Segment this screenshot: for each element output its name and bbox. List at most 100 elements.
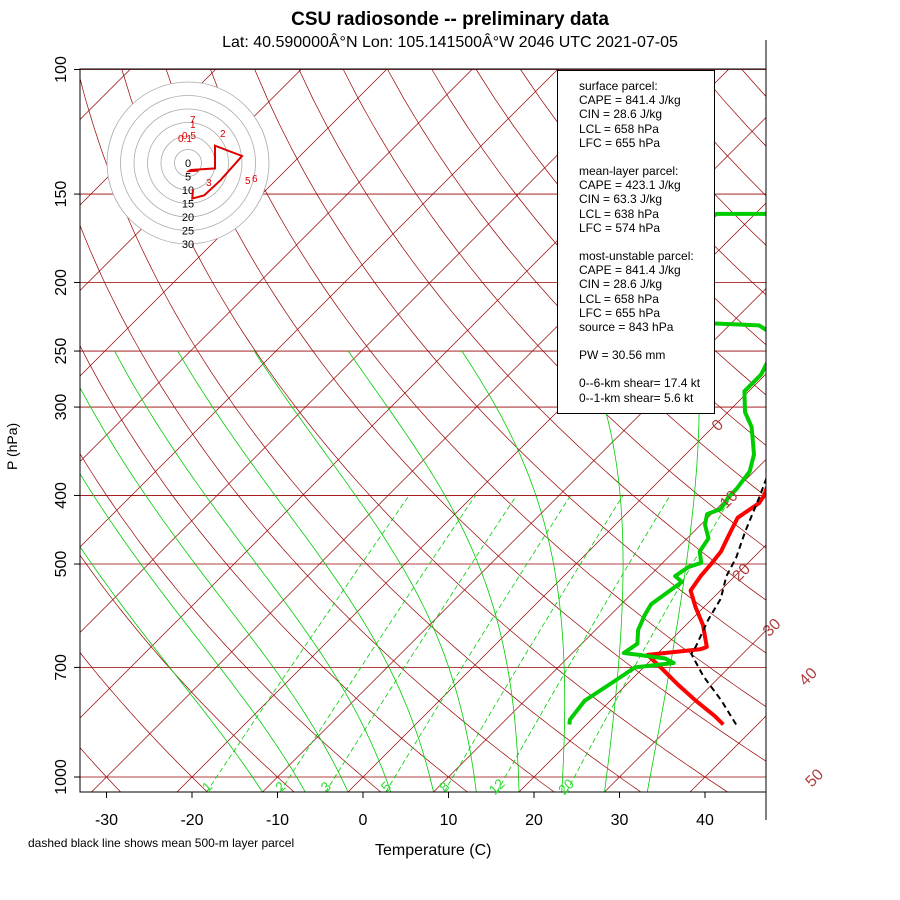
hodograph-ring-label: 5 (185, 172, 191, 184)
mean-layer-lfc: LFC = 574 hPa (579, 220, 661, 235)
most-unstable-lcl: LCL = 658 hPa (579, 291, 659, 306)
hodograph-point-label: 1 (190, 120, 196, 131)
surface-parcel-header: surface parcel: (579, 79, 658, 93)
x-tick-label: -20 (180, 812, 203, 829)
hodograph-ring-label: 10 (182, 185, 194, 197)
dry-adiabat (80, 453, 382, 792)
most-unstable-source: source = 843 hPa (579, 320, 674, 335)
y-tick-label: 250 (53, 338, 70, 365)
hodograph-point-label: 3 (206, 178, 212, 189)
most-unstable-header: most-unstable parcel: (579, 249, 694, 264)
mixing-ratio-line (206, 495, 410, 792)
isotherm-line (80, 69, 387, 377)
x-tick-label: 40 (696, 812, 714, 829)
hodograph-point-label: 0.1 (178, 134, 192, 145)
mean-layer-header: mean-layer parcel: (579, 164, 679, 179)
mean-layer-cape: CAPE = 423.1 J/kg (579, 178, 681, 193)
most-unstable-cape: CAPE = 841.4 J/kg (579, 263, 681, 278)
chart-subtitle: Lat: 40.590000Â°N Lon: 105.141500Â°W 204… (222, 34, 678, 51)
x-axis-label: Temperature (C) (375, 842, 492, 859)
mixing-ratio-line (496, 495, 671, 792)
y-tick-label: 700 (53, 654, 70, 681)
isotherm-line (604, 630, 766, 792)
isotherm-line (176, 202, 766, 792)
dry-adiabat (475, 69, 766, 396)
isotherm-label: 0 (709, 416, 727, 434)
dewpoint-line (567, 211, 766, 725)
surface-lfc: LFC = 655 hPa (579, 135, 661, 150)
hodograph-ring (120, 95, 256, 231)
isotherm-line (80, 69, 473, 462)
moist-adiabat (347, 350, 520, 792)
hodograph-point-label: 6 (252, 174, 258, 185)
dry-adiabat (80, 77, 642, 792)
hodograph-trace (185, 144, 244, 200)
precipitable-water: PW = 30.56 mm (579, 348, 666, 363)
isotherm-label: 40 (796, 665, 821, 690)
x-tick-label: 0 (359, 812, 368, 829)
dry-adiabat (80, 344, 468, 792)
mean-layer-cin: CIN = 63.3 J/kg (579, 192, 663, 207)
dry-adiabat (210, 69, 766, 708)
isotherm-line (433, 459, 766, 792)
mixing-ratio-label: 20 (555, 775, 577, 797)
moist-adiabat (253, 350, 477, 792)
hodograph-ring (147, 122, 229, 204)
chart-title: CSU radiosonde -- preliminary data (291, 9, 609, 30)
dry-adiabat (298, 69, 766, 601)
isotherm-line (80, 69, 644, 633)
parcel-info-box: surface parcel: CAPE = 841.4 J/kg CIN = … (557, 70, 715, 414)
parcel-line (690, 476, 766, 726)
isotherm-label: 30 (760, 616, 785, 641)
dry-adiabat (697, 69, 766, 147)
temperature-line (645, 483, 766, 726)
mixing-ratio-line (279, 495, 476, 792)
isotherm-line (80, 69, 216, 206)
moist-adiabat (80, 473, 306, 792)
moist-adiabat (646, 350, 700, 792)
hodograph-ring-label: 20 (182, 212, 194, 224)
hodograph-ring-label: 25 (182, 226, 194, 238)
moist-adiabat (80, 386, 349, 792)
surface-lcl: LCL = 658 hPa (579, 121, 659, 136)
shear-0-1km: 0--1-km shear= 5.6 kt (579, 390, 694, 405)
moist-adiabat (177, 350, 434, 792)
hodograph-ring-label: 0 (185, 158, 191, 170)
isotherm-line (776, 70, 900, 792)
x-tick-label: 30 (611, 812, 629, 829)
hodograph-ring (106, 81, 270, 245)
mixing-ratio-line (325, 495, 517, 792)
moist-adiabat (585, 350, 624, 792)
isotherm-label: 50 (803, 766, 828, 791)
hodograph-ring (133, 108, 243, 218)
y-axis-label: P (hPa) (4, 422, 20, 470)
y-tick-label: 150 (53, 181, 70, 208)
hodograph-point-label: 0.5 (182, 131, 196, 142)
x-tick-label: -30 (95, 812, 118, 829)
y-tick-label: 1000 (53, 759, 70, 795)
y-tick-label: 300 (53, 394, 70, 421)
hodograph-ring-label: 30 (182, 239, 194, 251)
isotherm-line (861, 70, 900, 792)
most-unstable-lfc: LFC = 655 hPa (579, 305, 661, 320)
hodograph-ring-label: 15 (182, 199, 194, 211)
moist-adiabat (461, 350, 566, 792)
surface-cin: CIN = 28.6 J/kg (579, 107, 663, 122)
moist-adiabat (114, 350, 392, 792)
dry-adiabat (254, 69, 766, 654)
mean-layer-lcl: LCL = 638 hPa (579, 206, 659, 221)
dry-adiabat (831, 70, 900, 793)
y-tick-label: 500 (53, 551, 70, 578)
dry-adiabat (342, 69, 766, 549)
dry-adiabat (121, 69, 728, 792)
y-tick-label: 200 (53, 269, 70, 296)
surface-cape: CAPE = 841.4 J/kg (579, 93, 681, 108)
mixing-ratio-line (566, 495, 733, 792)
isotherm-line (80, 69, 558, 548)
x-tick-label: 20 (525, 812, 543, 829)
shear-0-6km: 0--6-km shear= 17.4 kt (579, 376, 701, 391)
y-tick-label: 400 (53, 482, 70, 509)
mixing-ratio-label: 12 (485, 775, 507, 797)
